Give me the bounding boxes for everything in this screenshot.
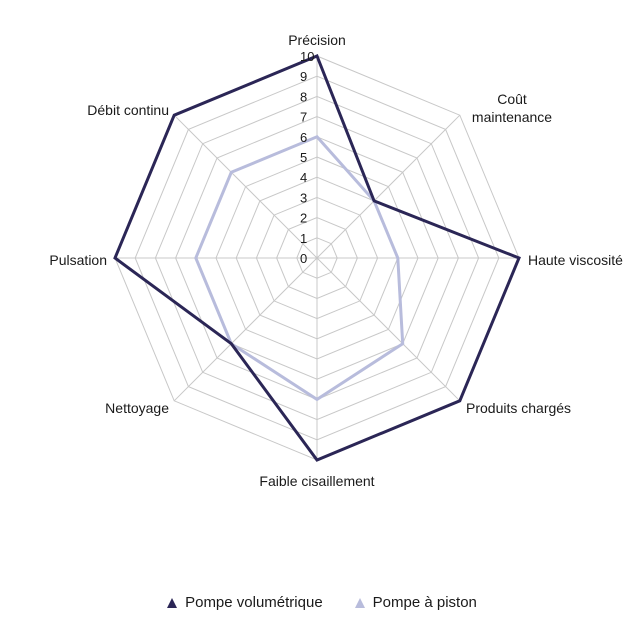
category-label: Débit continu bbox=[87, 102, 169, 118]
axis-spoke bbox=[316, 257, 461, 402]
axis-spoke bbox=[173, 114, 318, 259]
tick-label: 7 bbox=[300, 110, 307, 125]
category-label: Pulsation bbox=[49, 252, 107, 268]
tick-label: 6 bbox=[300, 130, 307, 145]
tick-label: 4 bbox=[300, 170, 307, 185]
tick-label: 10 bbox=[300, 49, 314, 64]
tick-label: 8 bbox=[300, 89, 307, 104]
series-line-pompe-volumetrique bbox=[113, 54, 521, 462]
radar-series bbox=[113, 54, 521, 462]
category-label: Faible cisaillement bbox=[259, 473, 374, 489]
tick-label: 1 bbox=[300, 231, 307, 246]
legend-item-pompe-volumetrique: Pompe volumétrique bbox=[167, 594, 323, 611]
legend-item-pompe-a-piston: Pompe à piston bbox=[354, 594, 477, 611]
category-label: Produits chargés bbox=[466, 400, 571, 416]
category-label: Haute viscosité bbox=[528, 252, 623, 268]
category-label: Précision bbox=[288, 32, 346, 48]
tick-label: 0 bbox=[300, 251, 307, 266]
tick-label: 2 bbox=[300, 211, 307, 226]
tick-label: 3 bbox=[300, 190, 307, 205]
legend-marker-triangle-icon bbox=[167, 597, 178, 608]
axis-spoke bbox=[316, 114, 461, 259]
series-line-pompe-a-piston bbox=[194, 135, 405, 402]
axis-spoke bbox=[173, 257, 318, 402]
legend-label: Pompe volumétrique bbox=[185, 594, 323, 611]
legend-label: Pompe à piston bbox=[372, 594, 477, 611]
category-label: Nettoyage bbox=[105, 400, 169, 416]
legend-marker-triangle-icon bbox=[354, 597, 365, 608]
chart-legend: Pompe volumétrique Pompe à piston bbox=[0, 594, 644, 611]
tick-label: 5 bbox=[300, 150, 307, 165]
category-label: Coût maintenance bbox=[472, 91, 552, 125]
tick-label: 9 bbox=[300, 69, 307, 84]
